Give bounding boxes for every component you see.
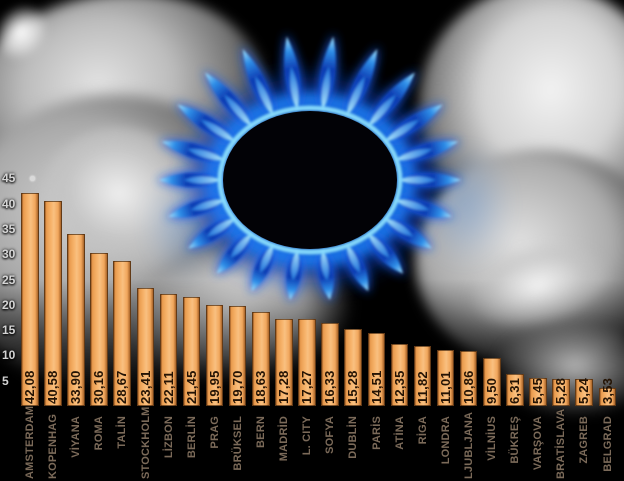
y-axis-tick-label: 15 <box>2 323 16 338</box>
bar <box>228 306 247 406</box>
bar <box>113 260 131 406</box>
bar-value-label: 17,27 <box>299 370 315 404</box>
bar-city-label: BRATİSLAVA <box>555 408 568 479</box>
y-axis-tick-label: 5 <box>2 373 9 388</box>
bar-city-label: L. CITY <box>301 416 314 456</box>
bar-value-label: 6,31 <box>507 377 523 404</box>
bar <box>413 346 432 406</box>
bar <box>67 234 85 406</box>
bar <box>529 378 547 406</box>
bar-city-label: BELGRAD <box>601 416 614 472</box>
bar-city-label: LİZBON <box>162 416 175 459</box>
bar-value-label: 16,33 <box>322 370 338 404</box>
bar-city-label: BERN <box>255 416 267 448</box>
bar-value-label: 3,53 <box>599 377 615 404</box>
bar-city-label: BRÜKSEL <box>231 416 244 471</box>
bar-value-label: 18,63 <box>253 370 268 404</box>
bar-value-label: 15,28 <box>345 370 361 404</box>
bar <box>344 328 362 406</box>
bar <box>159 294 178 406</box>
bar-city-label: BERLİN <box>185 416 198 459</box>
bar <box>321 323 339 406</box>
bar-city-label: TALİN <box>116 416 129 449</box>
bar-value-label: 12,35 <box>391 370 407 404</box>
y-axis-tick: 45 <box>2 170 35 186</box>
bar-city-label: STOCKHOLM <box>139 406 152 479</box>
bar <box>575 379 593 406</box>
bar <box>390 343 409 406</box>
bar-city-label: ATİNA <box>393 416 406 450</box>
bar-city-label: LJUBLJANA <box>462 411 475 479</box>
y-axis-tick-dot <box>30 175 35 181</box>
bar <box>252 311 270 406</box>
bar <box>136 287 154 406</box>
bar-city-label: PRAG <box>208 416 221 449</box>
bar-city-label: PARİS <box>370 416 383 450</box>
bar-city-label: RİGA <box>416 416 429 445</box>
bar <box>182 297 201 406</box>
bar-city-label: BÜKREŞ <box>509 416 522 464</box>
y-axis-tick-label: 35 <box>2 221 16 236</box>
bar-value-label: 23,41 <box>137 370 153 404</box>
bar-value-label: 9,50 <box>484 377 499 404</box>
bar-value-label: 19,70 <box>229 370 245 404</box>
bar <box>598 388 616 406</box>
bar <box>459 351 478 406</box>
y-axis-tick-label: 30 <box>2 247 16 262</box>
bar-city-label: ZAGREB <box>578 416 591 464</box>
bar <box>552 379 570 406</box>
bar <box>506 374 524 406</box>
bar-value-label: 19,95 <box>206 370 222 404</box>
bar-value-label: 5,28 <box>553 377 569 404</box>
bar <box>436 350 455 406</box>
y-axis-tick-label: 25 <box>2 272 16 287</box>
bar-city-label: AMSTERDAM <box>24 405 36 479</box>
bar <box>44 200 62 406</box>
bar-city-label: ROMA <box>93 416 106 451</box>
bar-value-label: 40,58 <box>45 370 61 404</box>
y-axis-tick-label: 20 <box>2 297 16 312</box>
bar <box>205 305 224 406</box>
bar-city-label: VARŞOVA <box>532 416 545 471</box>
bar <box>483 357 501 406</box>
bar-value-label: 21,45 <box>183 370 199 404</box>
bar-value-label: 5,45 <box>530 377 546 404</box>
bar-value-label: 42,08 <box>22 370 37 404</box>
bar-city-label: VİLNİUS <box>486 416 498 461</box>
bar-value-label: 33,90 <box>68 370 84 404</box>
bar-city-label: KOPENHAG <box>47 413 60 479</box>
bar <box>90 253 108 406</box>
bar-value-label: 14,51 <box>368 370 384 404</box>
bar-city-label: LONDRA <box>439 416 452 465</box>
bar <box>21 193 39 406</box>
bar-value-label: 30,16 <box>91 370 107 404</box>
bar <box>275 318 293 406</box>
bar-value-label: 5,24 <box>576 377 592 404</box>
y-axis-tick-label: 10 <box>2 348 16 363</box>
gas-burner-flame-icon <box>156 33 464 303</box>
bar-value-label: 28,67 <box>114 370 130 404</box>
y-axis-tick-label: 40 <box>2 196 16 211</box>
bar-city-label: MADRİD <box>278 416 291 462</box>
bar <box>298 318 316 406</box>
bar-value-label: 22,11 <box>160 371 176 404</box>
bar-value-label: 11,01 <box>437 371 453 404</box>
bar-value-label: 17,28 <box>276 370 292 404</box>
bar <box>367 332 385 406</box>
bar-value-label: 10,86 <box>460 370 476 404</box>
bar-city-label: DUBLİN <box>347 416 360 459</box>
bar-value-label: 11,82 <box>414 371 430 404</box>
y-axis-tick-label: 45 <box>2 171 16 186</box>
bar-city-label: SOFYA <box>324 416 337 454</box>
bar-city-label: VİYANA <box>70 416 83 458</box>
